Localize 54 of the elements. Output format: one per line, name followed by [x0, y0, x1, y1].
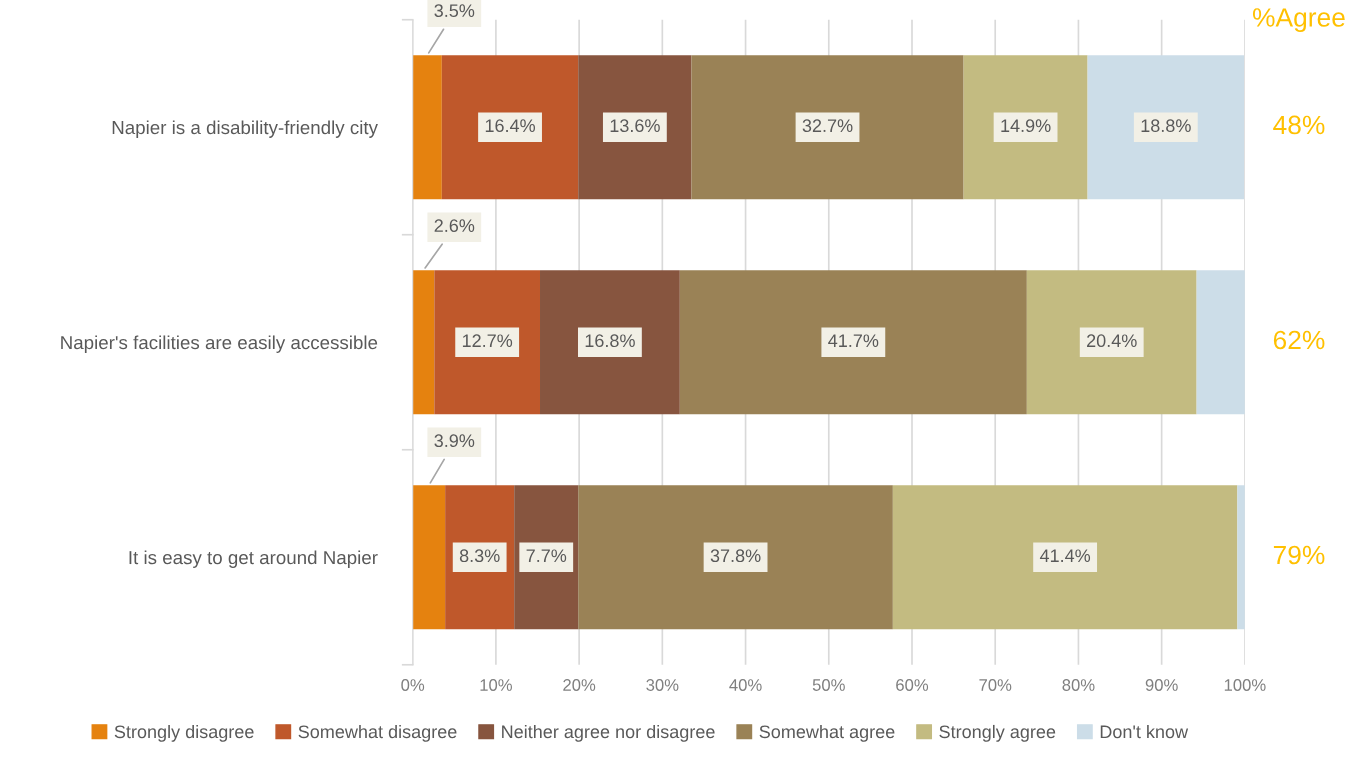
x-tick-label: 0% [401, 679, 425, 691]
data-label: 2.6% [434, 219, 475, 233]
legend-label: Strongly disagree [114, 724, 254, 742]
y-tick-label: Napier is a disability-friendly city [112, 120, 378, 138]
bar [1196, 270, 1245, 415]
bar [1087, 55, 1245, 200]
x-tick-label: 30% [646, 679, 679, 691]
bar [412, 270, 435, 415]
data-label: 41.7% [828, 334, 879, 348]
bar [892, 485, 1238, 630]
data-label: 7.7% [526, 549, 567, 563]
text: 79% [1273, 545, 1325, 565]
data-label: 16.4% [485, 119, 536, 133]
x-tick-label: 70% [979, 679, 1012, 691]
x-tick-label: 90% [1145, 679, 1178, 691]
bar [412, 485, 446, 630]
y-tick-label: Napier's facilities are easily accessible [61, 335, 378, 353]
bar [691, 55, 964, 200]
x-tick-label: 60% [896, 679, 929, 691]
data-label: 20.4% [1087, 334, 1137, 348]
legend-label: Strongly agree [939, 724, 1056, 742]
data-label: 3.9% [434, 434, 475, 448]
data-label: 14.9% [1001, 119, 1051, 133]
text: 62% [1273, 330, 1325, 350]
text: %Agree [1252, 8, 1345, 33]
data-label: 41.4% [1039, 549, 1091, 563]
bar [1237, 485, 1245, 630]
x-tick-label: 40% [729, 679, 762, 691]
bar [1026, 270, 1197, 415]
data-label: 12.7% [462, 334, 513, 348]
text: 48% [1273, 115, 1325, 135]
bar [540, 270, 680, 415]
bar [441, 55, 579, 200]
legend-label: Somewhat disagree [298, 724, 457, 742]
x-tick-label: 10% [480, 679, 512, 691]
x-tick-label: 50% [812, 679, 845, 691]
legend-label: Don't know [1100, 724, 1189, 739]
x-tick-label: 20% [563, 679, 596, 691]
data-label: 32.7% [802, 119, 853, 133]
data-label: 13.6% [610, 119, 660, 133]
data-label: 37.8% [710, 549, 761, 563]
data-label: 8.3% [459, 549, 500, 563]
bar [679, 270, 1027, 415]
data-label: 18.8% [1141, 119, 1191, 133]
bar [412, 55, 442, 200]
legend-label: Neither agree nor disagree [502, 724, 715, 742]
data-label: 3.5% [434, 4, 475, 18]
legend-label: Somewhat agree [759, 724, 895, 742]
y-tick-label: It is easy to get around Napier [129, 550, 378, 568]
x-tick-label: 80% [1062, 679, 1095, 691]
bar [578, 485, 893, 630]
data-label: 16.8% [585, 334, 635, 348]
x-tick-label: 100% [1224, 679, 1266, 691]
bar [963, 55, 1088, 200]
